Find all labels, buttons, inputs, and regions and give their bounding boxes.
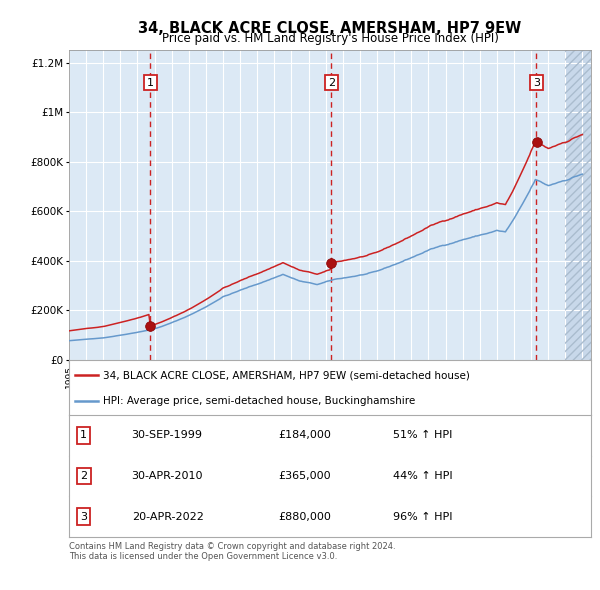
Text: 2: 2 [80,471,87,481]
Text: 20-APR-2022: 20-APR-2022 [131,512,203,522]
Text: 30-SEP-1999: 30-SEP-1999 [131,431,203,441]
Text: 44% ↑ HPI: 44% ↑ HPI [392,471,452,481]
Text: Price paid vs. HM Land Registry's House Price Index (HPI): Price paid vs. HM Land Registry's House … [161,32,499,45]
Text: 51% ↑ HPI: 51% ↑ HPI [392,431,452,441]
Text: 1: 1 [147,78,154,88]
Text: £365,000: £365,000 [278,471,331,481]
Bar [565,50,591,360]
Text: £880,000: £880,000 [278,512,331,522]
Text: 1: 1 [80,431,87,441]
Text: 3: 3 [533,78,540,88]
Text: 2: 2 [328,78,335,88]
Text: 34, BLACK ACRE CLOSE, AMERSHAM, HP7 9EW: 34, BLACK ACRE CLOSE, AMERSHAM, HP7 9EW [139,21,521,35]
Text: Contains HM Land Registry data © Crown copyright and database right 2024.
This d: Contains HM Land Registry data © Crown c… [69,542,395,561]
Text: HPI: Average price, semi-detached house, Buckinghamshire: HPI: Average price, semi-detached house,… [103,396,415,407]
Bar [565,50,591,360]
Text: 30-APR-2010: 30-APR-2010 [131,471,203,481]
Text: £184,000: £184,000 [278,431,331,441]
Text: 34, BLACK ACRE CLOSE, AMERSHAM, HP7 9EW (semi-detached house): 34, BLACK ACRE CLOSE, AMERSHAM, HP7 9EW … [103,371,470,380]
Text: 3: 3 [80,512,87,522]
Text: 96% ↑ HPI: 96% ↑ HPI [392,512,452,522]
